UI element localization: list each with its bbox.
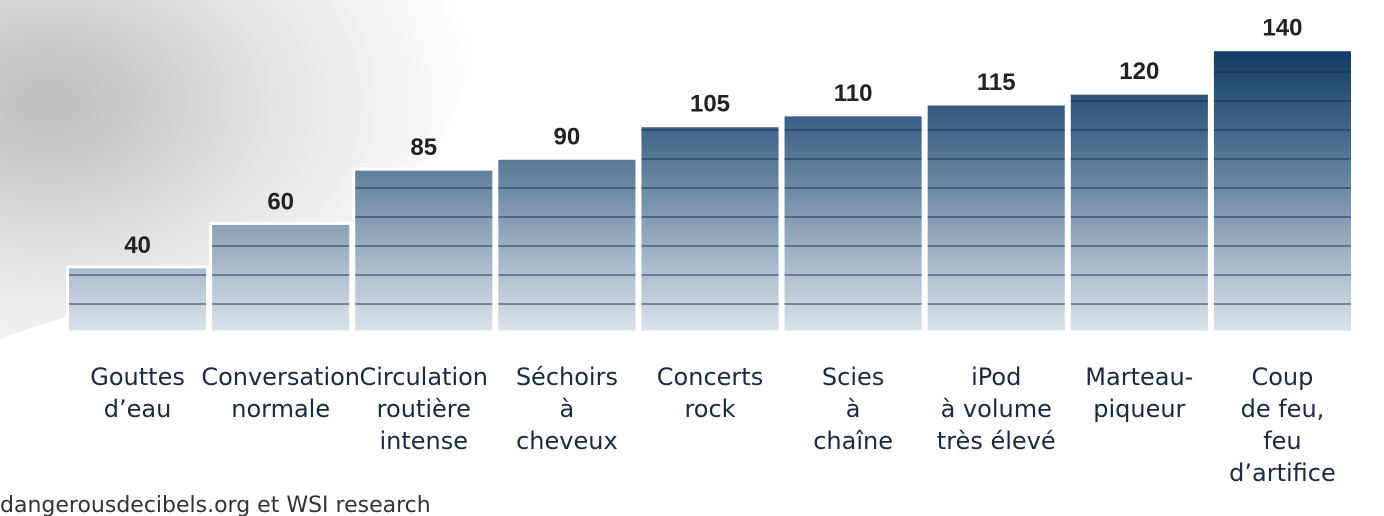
bar-stripes <box>1070 95 1208 333</box>
bar-stripes <box>498 160 636 332</box>
value-label: 85 <box>410 134 437 161</box>
bar-stripes <box>927 106 1065 332</box>
bar-stripes <box>69 268 207 332</box>
source: dangerousdecibels.org et WSI research <box>0 493 431 516</box>
bar-stripes <box>212 225 350 332</box>
bar-stripes <box>1213 51 1351 332</box>
x-tick-label: Concerts rock <box>657 363 763 423</box>
value-label: 120 <box>1119 58 1159 85</box>
value-label: 115 <box>977 69 1016 96</box>
value-label: 90 <box>554 123 581 150</box>
bar-stripes <box>641 127 779 332</box>
x-tick-label: Scies à chaîne <box>813 363 893 455</box>
value-label: 60 <box>267 188 294 215</box>
x-tick-label: Circulation routière intense <box>360 363 489 455</box>
value-label: 140 <box>1262 15 1302 42</box>
value-label: 105 <box>690 91 730 118</box>
bar-stripes <box>784 116 922 332</box>
bar-stripes <box>355 171 493 332</box>
x-tick-label: Coup de feu, feu d’artifice <box>1229 363 1336 487</box>
x-tick-label: Gouttes d’eau <box>90 363 185 423</box>
x-tick-label: Séchoirs à cheveux <box>516 363 618 455</box>
ear-photo <box>0 0 480 340</box>
x-tick-label: iPod à volume très élevé <box>937 363 1056 455</box>
value-label: 110 <box>834 80 873 107</box>
x-tick-label: Conversation normale <box>201 363 360 423</box>
x-tick-label: Marteau-piqueur <box>1085 363 1193 423</box>
value-label: 40 <box>124 232 151 259</box>
